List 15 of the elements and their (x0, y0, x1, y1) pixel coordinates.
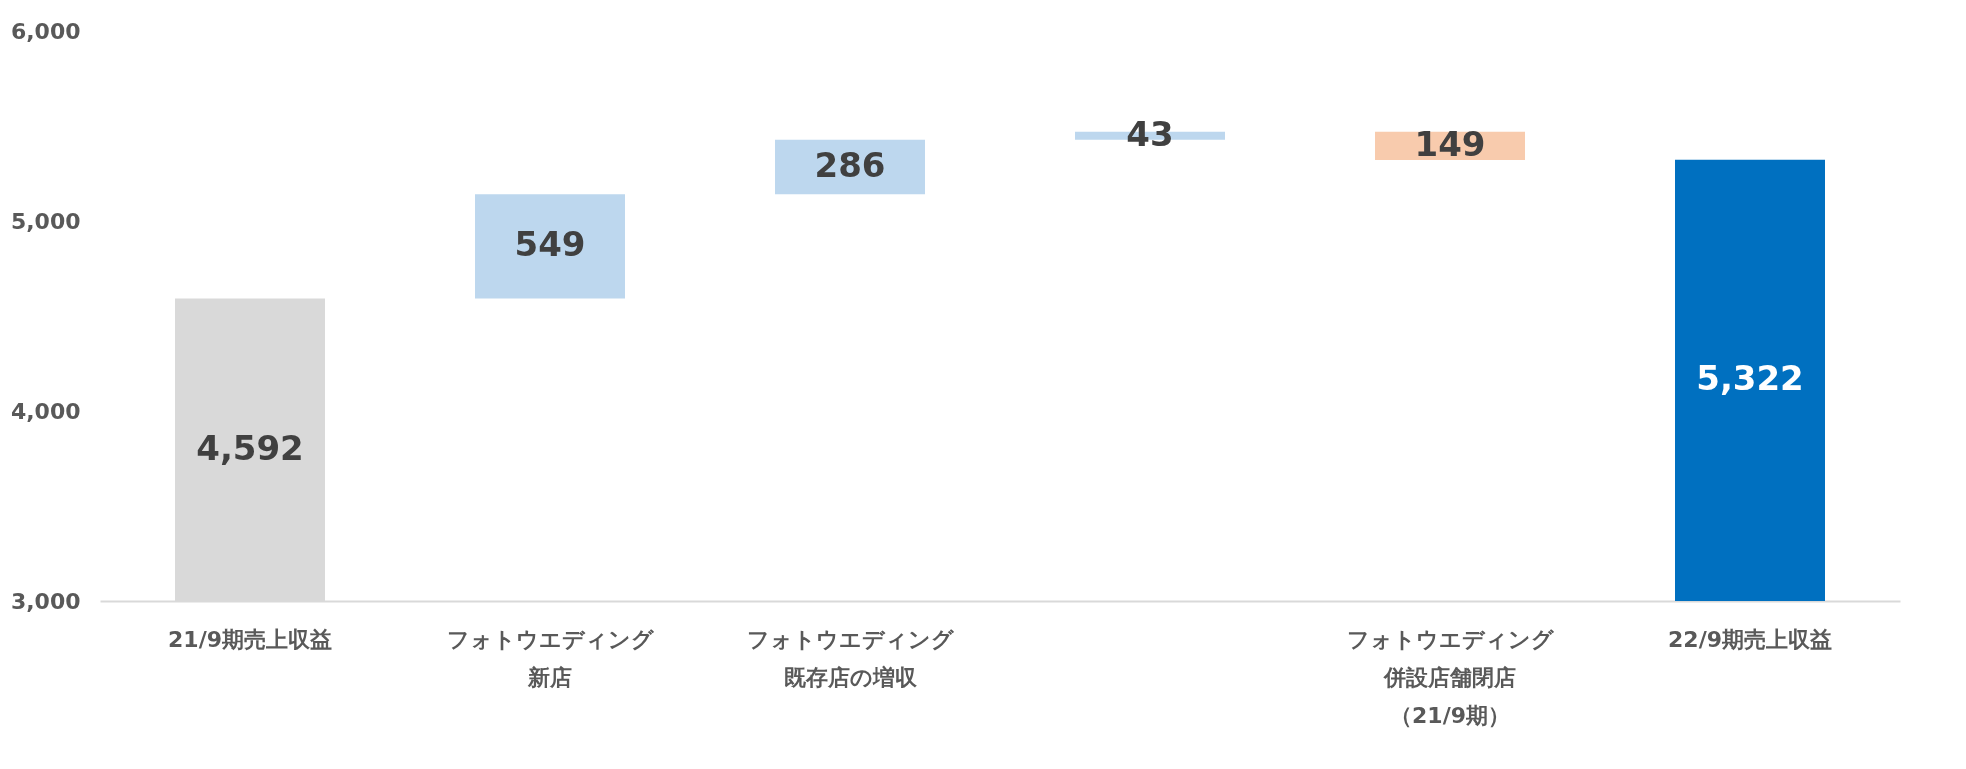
y-tick-label: 4,000 (10, 398, 81, 424)
y-tick-label: 6,000 (10, 18, 81, 44)
data-label: 43 (1126, 113, 1174, 154)
data-label: 286 (814, 145, 886, 186)
y-tick-label: 5,000 (10, 208, 81, 234)
x-tick-label: フォトウエディング既存店の増収 (746, 626, 954, 690)
data-label: 5,322 (1696, 358, 1804, 399)
data-label: 4,592 (196, 427, 304, 468)
data-label: 149 (1414, 123, 1486, 164)
x-tick-label: フォトウエディング併設店舗閉店（21/9期） (1346, 626, 1554, 728)
data-label: 549 (514, 224, 586, 265)
x-tick-label: 21/9期売上収益 (168, 626, 332, 652)
x-tick-label: フォトウエディング新店 (446, 626, 654, 690)
x-tick-label: 22/9期売上収益 (1668, 626, 1832, 652)
y-tick-label: 3,000 (10, 588, 81, 614)
